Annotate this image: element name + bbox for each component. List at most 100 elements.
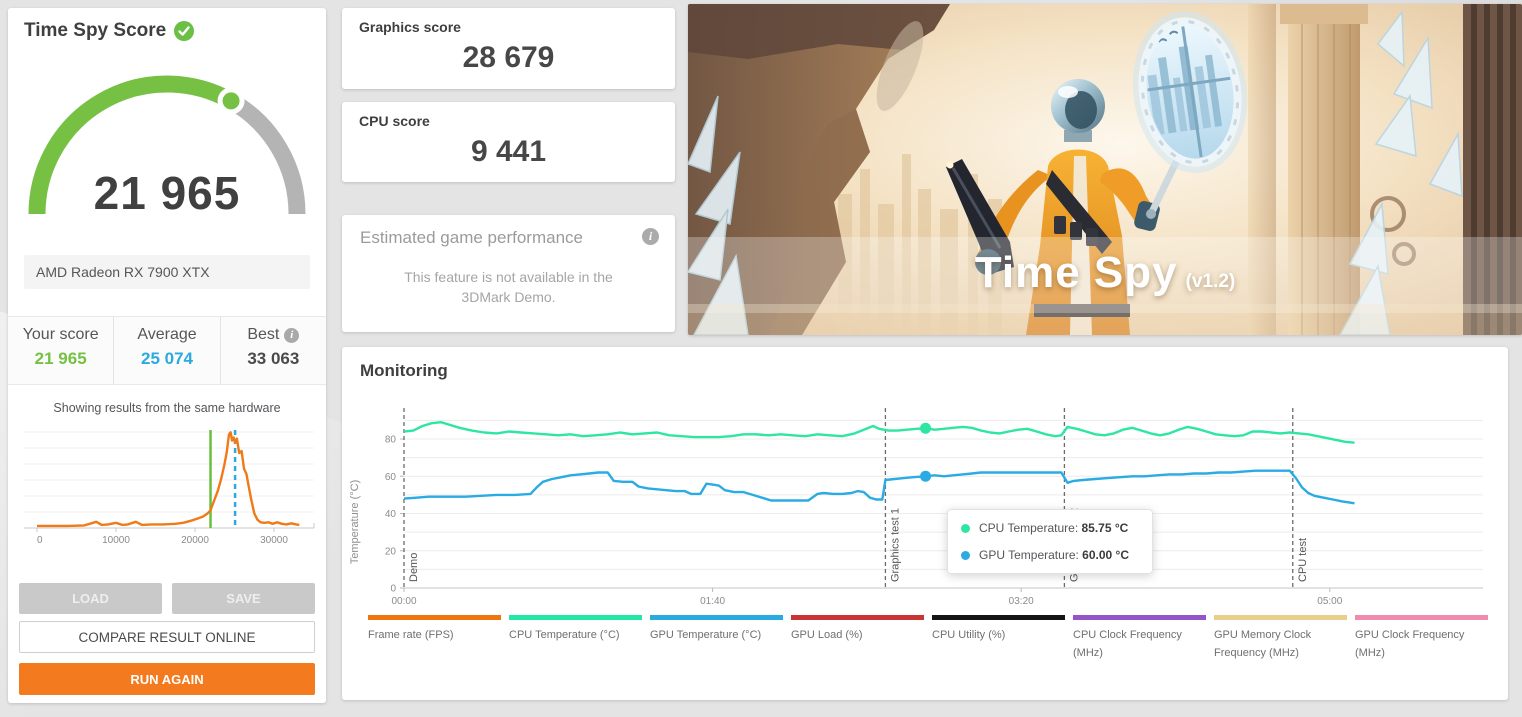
stat-your-score: Your score 21 965 bbox=[8, 317, 113, 384]
monitoring-chart[interactable]: 0 20 40 60 80 Temperature (°C) 00:00 01:40 03:20… bbox=[342, 397, 1508, 612]
hist-tick-label: 20000 bbox=[181, 535, 209, 546]
legend-item-7[interactable]: GPU Clock Frequency (MHz) bbox=[1355, 615, 1496, 662]
y-tick-label: 80 bbox=[385, 435, 397, 446]
load-button[interactable]: LOAD bbox=[19, 583, 162, 614]
hist-tick-label: 30000 bbox=[260, 535, 288, 546]
legend-item-2[interactable]: GPU Temperature (°C) bbox=[650, 615, 791, 662]
legend-item-3[interactable]: GPU Load (%) bbox=[791, 615, 932, 662]
hero-title: Time Spy (v1.2) bbox=[688, 248, 1522, 298]
y-axis-title: Temperature (°C) bbox=[349, 480, 361, 564]
legend-item-5[interactable]: CPU Clock Frequency (MHz) bbox=[1073, 615, 1214, 662]
hist-tick-label: 0 bbox=[37, 535, 43, 546]
gauge-knob bbox=[222, 92, 240, 110]
distribution-curve bbox=[37, 431, 300, 528]
result-title: Time Spy Score bbox=[24, 20, 167, 41]
best-info-icon[interactable]: i bbox=[284, 327, 300, 343]
stat-average-value: 25 074 bbox=[140, 349, 193, 368]
y-tick-label: 0 bbox=[390, 584, 396, 595]
hero-artwork bbox=[688, 4, 1522, 335]
estimated-body-line2: 3DMark Demo. bbox=[461, 289, 556, 306]
graphics-score-label: Graphics score bbox=[359, 19, 461, 35]
gauge-track bbox=[226, 93, 306, 215]
tooltip-series-dot bbox=[961, 550, 970, 560]
estimated-performance-info-icon[interactable]: i bbox=[642, 228, 659, 245]
tooltip-row-0: CPU Temperature: 85.75 °C bbox=[961, 521, 1139, 535]
legend-label: GPU Clock Frequency (MHz) bbox=[1355, 629, 1465, 659]
chart-legend: Frame rate (FPS) CPU Temperature (°C) GPU … bbox=[368, 615, 1496, 662]
legend-item-1[interactable]: CPU Temperature (°C) bbox=[509, 615, 650, 662]
result-card: Time Spy Score 21 965 AMD Radeon RX 7900… bbox=[8, 8, 326, 703]
total-score-value: 21 965 bbox=[93, 167, 241, 219]
hero-title-text: Time Spy bbox=[974, 248, 1178, 297]
legend-label: CPU Temperature (°C) bbox=[509, 629, 620, 641]
crystal-shards bbox=[688, 9, 1463, 335]
stat-average-label: Average bbox=[137, 326, 197, 343]
legend-color-bar bbox=[1355, 615, 1488, 620]
stat-best: Best i 33 063 bbox=[219, 317, 326, 384]
run-again-button[interactable]: RUN AGAIN bbox=[19, 663, 315, 695]
time-lens bbox=[1132, 10, 1248, 174]
legend-color-bar bbox=[368, 615, 501, 620]
series-CPU Temperature (°C) bbox=[403, 421, 1355, 444]
legend-color-bar bbox=[650, 615, 783, 620]
legend-item-4[interactable]: CPU Utility (%) bbox=[932, 615, 1073, 662]
legend-label: CPU Clock Frequency (MHz) bbox=[1073, 629, 1182, 659]
stat-average: Average 25 074 bbox=[113, 317, 219, 384]
compare-result-online-button[interactable]: COMPARE RESULT ONLINE bbox=[19, 621, 315, 653]
score-stats-strip: Your score 21 965 Average 25 074 Best i … bbox=[8, 316, 326, 385]
distribution-note: Showing results from the same hardware bbox=[53, 401, 281, 415]
benchmark-hero-image: Time Spy (v1.2) bbox=[688, 4, 1522, 335]
estimated-performance-title: Estimated game performance bbox=[360, 228, 583, 247]
cpu-marker-dot bbox=[920, 422, 932, 434]
series-GPU Temperature (°C) bbox=[403, 469, 1355, 505]
stat-your-score-value: 21 965 bbox=[34, 349, 87, 368]
estimated-body-line1: This feature is not available in the bbox=[404, 269, 613, 285]
chart-tooltip: CPU Temperature: 85.75 °C GPU Temperature… bbox=[947, 509, 1153, 574]
x-tick-label: 03:20 bbox=[1009, 596, 1034, 607]
legend-item-0[interactable]: Frame rate (FPS) bbox=[368, 615, 509, 662]
tooltip-label: GPU Temperature: 60.00 °C bbox=[979, 548, 1129, 562]
cpu-score-value: 9 441 bbox=[470, 135, 547, 168]
save-button[interactable]: SAVE bbox=[172, 583, 315, 614]
event-label: CPU test bbox=[1297, 538, 1309, 582]
legend-label: GPU Load (%) bbox=[791, 629, 863, 641]
distant-city-silhouette bbox=[838, 154, 1002, 335]
monitoring-panel: Monitoring 0 20 40 60 80 Temperature (°C) 00:0… bbox=[342, 347, 1508, 700]
gpu-name-field[interactable]: AMD Radeon RX 7900 XTX bbox=[24, 255, 310, 289]
y-tick-label: 40 bbox=[385, 509, 397, 520]
x-tick-label: 00:00 bbox=[391, 596, 416, 607]
legend-label: GPU Memory Clock Frequency (MHz) bbox=[1214, 629, 1312, 659]
tooltip-value: 60.00 °C bbox=[1082, 548, 1129, 562]
cpu-score-label: CPU score bbox=[359, 113, 430, 129]
legend-label: GPU Temperature (°C) bbox=[650, 629, 762, 641]
stat-best-label: Best i bbox=[247, 326, 300, 344]
result-title-row: Time Spy Score bbox=[24, 20, 195, 42]
estimated-performance-card: Estimated game performance i This featur… bbox=[342, 215, 675, 332]
legend-color-bar bbox=[932, 615, 1065, 620]
title-band bbox=[688, 237, 1522, 313]
graphics-score-value: 28 679 bbox=[462, 41, 555, 74]
gpu-marker-dot bbox=[920, 470, 932, 482]
legend-color-bar bbox=[509, 615, 642, 620]
legend-item-6[interactable]: GPU Memory Clock Frequency (MHz) bbox=[1214, 615, 1355, 662]
score-distribution-chart: 0 10000 20000 30000 bbox=[24, 430, 315, 546]
legend-label: CPU Utility (%) bbox=[932, 629, 1006, 641]
tooltip-label: CPU Temperature: 85.75 °C bbox=[979, 521, 1129, 535]
tooltip-series-dot bbox=[961, 523, 970, 533]
stat-best-text: Best bbox=[247, 326, 280, 343]
gauge-fill bbox=[28, 75, 236, 215]
stat-best-value: 33 063 bbox=[247, 349, 300, 368]
monitoring-title: Monitoring bbox=[360, 361, 448, 380]
y-tick-label: 60 bbox=[385, 472, 397, 483]
legend-color-bar bbox=[1214, 615, 1347, 620]
valid-check-icon bbox=[174, 21, 195, 41]
x-tick-label: 05:00 bbox=[1317, 596, 1342, 607]
x-tick-label: 01:40 bbox=[700, 596, 725, 607]
legend-color-bar bbox=[791, 615, 924, 620]
cpu-score-card: CPU score 9 441 bbox=[342, 102, 675, 182]
hero-version-text: (v1.2) bbox=[1185, 271, 1236, 292]
event-label: Demo bbox=[408, 553, 420, 582]
legend-label: Frame rate (FPS) bbox=[368, 629, 454, 641]
tooltip-row-1: GPU Temperature: 60.00 °C bbox=[961, 548, 1139, 562]
